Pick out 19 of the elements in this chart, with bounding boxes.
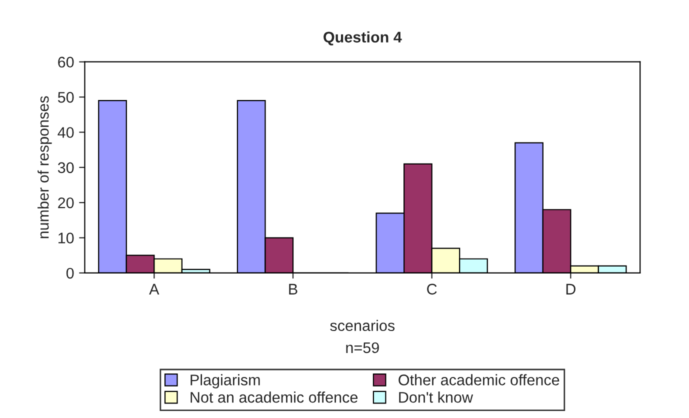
x-axis-title: scenarios [330,320,395,332]
y-tick-label: 20 [58,197,74,208]
legend-label: Plagiarism [190,374,260,388]
legend-label: Don't know [399,392,474,403]
x-tick-label: C [427,284,437,295]
y-axis-title: number of responses [38,96,52,238]
y-tick-label: 50 [58,92,74,103]
y-tick-label: 60 [58,56,74,68]
text: n=59 [346,342,379,354]
y-tick-label: 30 [58,162,74,174]
x-tick-label: A [149,284,160,294]
x-tick-label: B [289,284,298,294]
x-tick-label: D [566,284,576,294]
legend-label: Not an academic offence [190,392,358,403]
y-tick-label: 0 [66,268,74,279]
y-tick-label: 40 [58,127,74,138]
chart-title: Question 4 [324,31,402,46]
y-tick-label: 10 [58,232,74,244]
legend-label: Other academic offence [398,374,560,386]
